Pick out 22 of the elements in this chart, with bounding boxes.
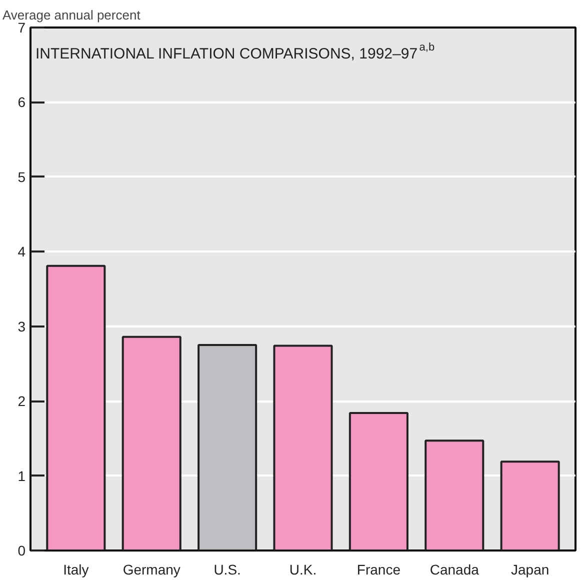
bar: [122, 336, 182, 550]
bar: [424, 440, 484, 550]
y-tick-label: 6: [18, 94, 26, 110]
x-tick-label: Germany: [122, 562, 180, 578]
bar: [273, 344, 333, 550]
y-tick-label: 5: [18, 168, 26, 185]
bar: [500, 460, 560, 550]
x-tick-label: U.K.: [289, 562, 317, 578]
y-tick-label: 7: [18, 20, 26, 36]
x-tick-label: U.S.: [214, 562, 241, 578]
y-axis-title: Average annual percent: [2, 8, 141, 22]
x-tick-label: Italy: [63, 562, 89, 578]
y-tick-label: 2: [18, 393, 26, 410]
x-tick-label: Japan: [511, 562, 550, 578]
x-tick-label: France: [356, 562, 401, 578]
y-tick-label: 0: [18, 542, 26, 558]
y-tick-label: 1: [18, 468, 26, 484]
y-tick-label: 4: [18, 244, 26, 260]
y-tick-label: 3: [18, 318, 26, 334]
bar: [198, 344, 258, 550]
x-tick-label: Canada: [430, 562, 480, 578]
bar: [348, 412, 408, 550]
